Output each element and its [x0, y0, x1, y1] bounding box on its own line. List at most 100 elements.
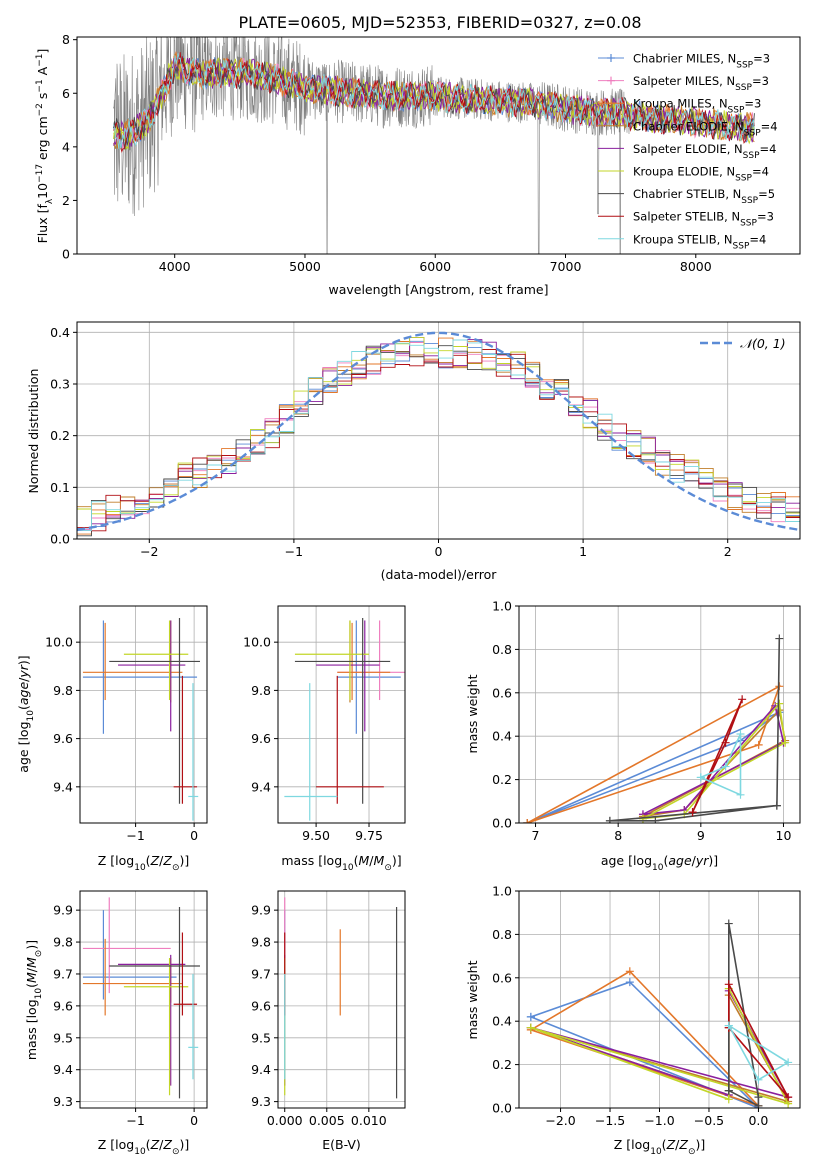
label-part: =4 [752, 165, 769, 179]
axes-frame [79, 605, 208, 824]
normal-curve [77, 331, 800, 532]
y-tick-label: 0.3 [50, 377, 70, 392]
label-part: ( [354, 853, 359, 868]
clipped-layer [284, 897, 398, 1099]
weight-marker [724, 980, 733, 989]
label-part: =3 [752, 74, 769, 88]
label-part: SSP [733, 241, 750, 251]
x-tick-label: −2 [140, 544, 158, 559]
clipped-layer [113, 37, 755, 254]
age-vs-metallicity-panel: −1 09.49.69.810.0Z [log10(Z/Z⊙)]age [log1… [16, 605, 208, 873]
x-tick-label: 8000 [680, 259, 712, 274]
x-tick-label: 6000 [419, 259, 451, 274]
y-tick-label: 8 [62, 32, 70, 47]
label-part: =3 [753, 52, 770, 66]
legend-label: Chabrier ELODIE, NSSP=4 [633, 119, 778, 138]
y-tick-label: 9.8 [53, 935, 73, 950]
label-part: s [35, 93, 50, 104]
label-part: =4 [749, 232, 766, 246]
weight-line [609, 638, 781, 822]
model-spectrum [113, 53, 755, 149]
weight-marker [784, 1058, 793, 1067]
label-part: Salpeter STELIB, N [633, 210, 740, 224]
weight-marker [724, 1095, 733, 1104]
weight-marker [625, 967, 634, 976]
x-tick-label: −1.5 [595, 1113, 625, 1128]
label-part: SSP [741, 196, 758, 206]
y-tick-label: 9.5 [251, 1030, 271, 1045]
label-part: / [16, 677, 31, 682]
y-tick-label: 10.0 [45, 635, 73, 650]
weight-marker [688, 808, 697, 817]
label-part: Z [log [98, 853, 134, 868]
x-tick-label: −2.0 [545, 1113, 575, 1128]
legend-label: Chabrier MILES, NSSP=3 [633, 52, 770, 71]
label-part: )] [392, 853, 402, 868]
axes-frame [277, 890, 406, 1109]
label-part: / [24, 967, 39, 972]
label-part: )] [708, 853, 718, 868]
label-part: Chabrier ELODIE, N [633, 119, 744, 133]
y-tick-label: 0.6 [492, 970, 512, 985]
x-axis-label: Z [log10(Z/Z⊙)] [98, 1137, 190, 1157]
label-part: Z [678, 1137, 688, 1152]
y-tick-label: 0.1 [50, 480, 70, 495]
y-tick-label: 9.4 [53, 1062, 73, 1077]
y-tick-label: 9.5 [53, 1030, 73, 1045]
label-part: )] [16, 655, 31, 665]
massweight-vs-metallicity-panel: −2.0 −1.5 −1.0 −0.5 0.0 0.0 0.2 0.4 0.6 0.8 1.0 Z [… [465, 884, 801, 1157]
label-part: 10 [652, 863, 664, 873]
y-tick-label: 9.9 [251, 903, 271, 918]
label-part: SSP [735, 174, 752, 184]
weight-marker [775, 699, 784, 708]
label-part: age [16, 682, 31, 706]
y-tick-label: 2 [62, 193, 70, 208]
legend-label: Salpeter MILES, NSSP=3 [633, 74, 769, 93]
label-part: erg cm [35, 116, 50, 164]
label-part: / [159, 853, 164, 868]
label-part: 10 [134, 863, 146, 873]
plot-area [278, 606, 405, 823]
label-part: 10 [650, 1147, 662, 1157]
clipped-layer [77, 331, 800, 537]
label-part: Z [162, 1137, 172, 1152]
legend-label: Salpeter ELODIE, NSSP=4 [633, 142, 776, 161]
y-tick-label: 9.8 [251, 935, 271, 950]
legend-label: Chabrier STELIB, NSSP=5 [633, 187, 775, 206]
weight-marker [523, 819, 532, 823]
y-tick-label: 9.8 [251, 683, 271, 698]
label-part: Kroupa ELODIE, N [633, 165, 735, 179]
label-part: −1 [35, 79, 45, 92]
label-part: 10 [134, 1147, 146, 1157]
y-tick-label: 10.0 [243, 635, 271, 650]
x-axis-label: Z [log10(Z/Z⊙)] [98, 853, 190, 873]
label-part: mass [log [24, 999, 39, 1060]
y-tick-label: 0.2 [50, 428, 70, 443]
label-part: SSP [728, 106, 745, 116]
weight-marker [754, 1101, 763, 1108]
x-tick-label: −1.0 [644, 1113, 674, 1128]
label-part: Z [log [614, 1137, 650, 1152]
label-part: ⊙ [172, 863, 180, 873]
y-tick-label: 9.6 [53, 998, 73, 1013]
y-axis-label: Flux [fλ10−17 erg cm−2 s−1 A−1] [35, 49, 55, 244]
axes-frame [277, 605, 406, 824]
label-part: )] [179, 853, 189, 868]
label-part: =3 [757, 210, 774, 224]
mass-vs-ebv-panel: 0.000 0.005 0.010 9.3 9.4 9.5 9.6 9.7 9.8 9.9 E(B-… [251, 890, 406, 1152]
weight-marker [526, 1012, 535, 1021]
label-part: yr [16, 664, 31, 678]
x-axis-label: wavelength [Angstrom, rest frame] [328, 282, 548, 297]
label-part: ⊙ [384, 863, 392, 873]
weight-marker [738, 695, 747, 704]
label-part: 10 [342, 863, 354, 873]
clipped-layer [526, 919, 793, 1108]
label-part: M [359, 853, 370, 868]
y-tick-label: 0.0 [492, 1101, 512, 1116]
label-part: =5 [758, 187, 775, 201]
x-axis-label: E(B-V) [322, 1137, 361, 1152]
label-part: Kroupa MILES, N [633, 97, 728, 111]
label-part: ⊙ [172, 1147, 180, 1157]
y-tick-label: 0.4 [50, 325, 70, 340]
x-tick-label: −1 [285, 544, 303, 559]
